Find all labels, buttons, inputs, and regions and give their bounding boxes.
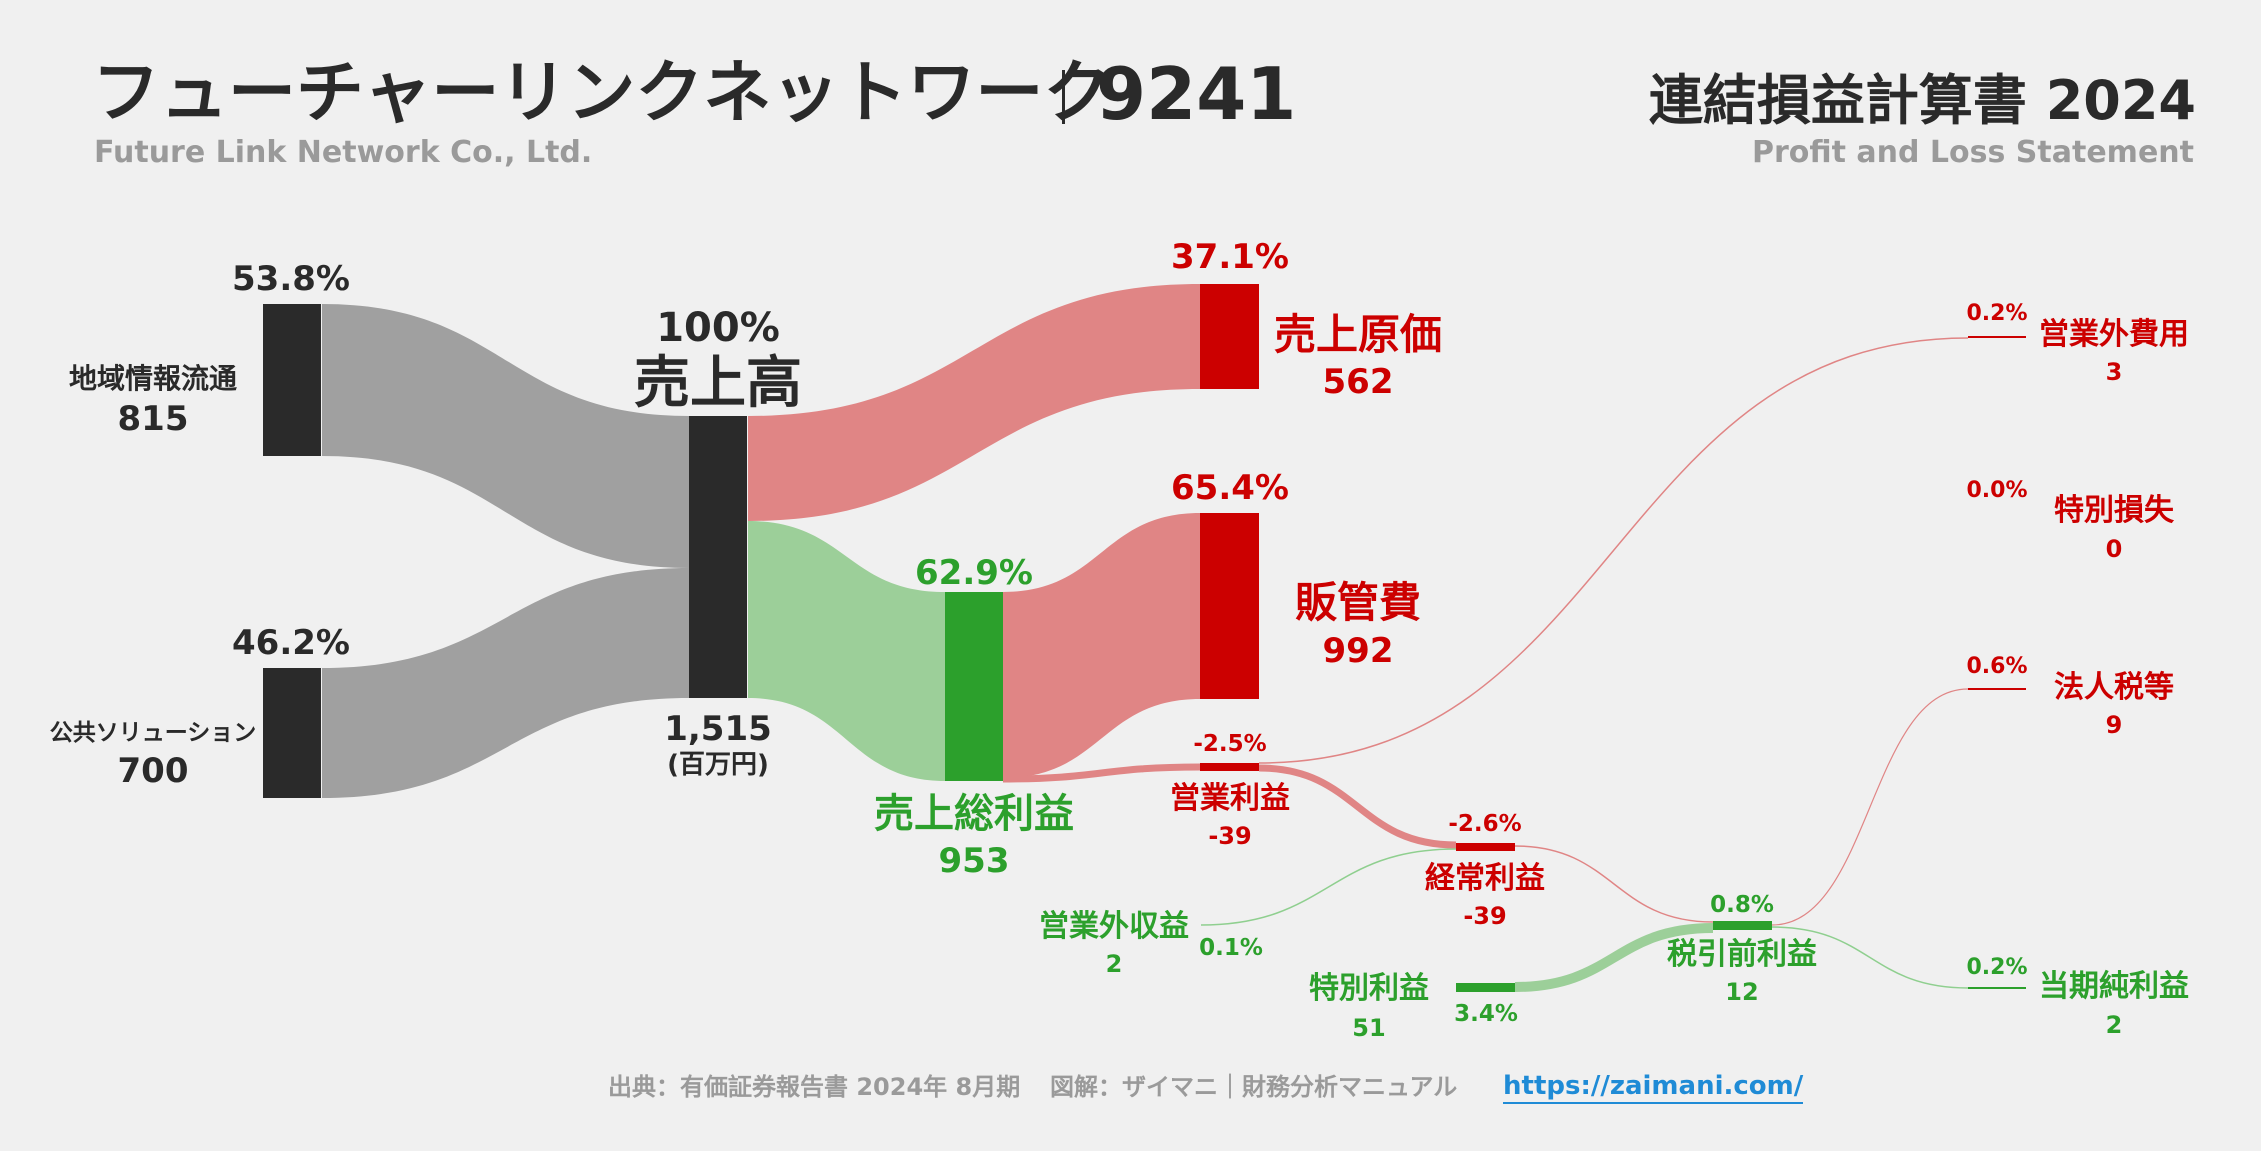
seg1-value: 815 [117,399,189,439]
flow-special-gain-to-pretax [1514,923,1714,992]
seg1-pct: 53.8% [232,259,350,299]
nonop-exp-pct: 0.2% [1966,301,2028,326]
source-note: 出典：有価証券報告書 2024年 8月期 [608,1073,1021,1101]
special-gain-value: 51 [1352,1014,1386,1042]
operating-node [1200,763,1259,771]
nonop-exp-value: 3 [2105,358,2123,386]
cogs-node [1200,284,1259,389]
ordinary-value: -39 [1463,902,1507,930]
gross-node [945,592,1003,781]
flow-seg1-to-revenue [322,304,689,568]
special-gain-node [1456,983,1515,992]
flow-revenue-to-gross [748,521,945,781]
nonop-exp-node [1968,336,2026,338]
pretax-pct: 0.8% [1710,892,1774,918]
tax-name: 法人税等 [2054,670,2174,705]
seg2-value: 700 [117,751,189,791]
gross-name: 売上総利益 [874,791,1074,837]
flow-operating-to-ordinary [1258,764,1457,849]
cogs-name: 売上原価 [1273,310,1443,359]
special-gain-pct: 3.4% [1454,1001,1518,1027]
credit-note: 図解：ザイマニ｜財務分析マニュアル [1050,1073,1458,1101]
sga-name: 販管費 [1294,578,1422,627]
gross-value: 953 [938,841,1010,881]
special-loss-value: 0 [2105,535,2123,563]
tax-node [1968,688,2026,690]
site-link[interactable]: https://zaimani.com/ [1503,1073,1804,1104]
seg2-pct: 46.2% [232,623,350,663]
sga-node [1200,513,1259,699]
cogs-value: 562 [1322,362,1394,402]
nonop-inc-value: 2 [1105,950,1123,978]
flow-revenue-to-cogs [748,284,1200,521]
nonop-inc-name: 営業外収益 [1039,909,1189,944]
flow-operating-to-nonop-exp [1258,337,1969,764]
stock-code: 9241 [1096,52,1297,136]
pretax-name: 税引前利益 [1667,937,1817,972]
seg2-node [263,668,321,798]
flow-gross-to-operating [1002,763,1201,783]
pretax-value: 12 [1725,978,1759,1006]
tax-value: 9 [2105,711,2123,739]
flow-nonop-inc-to-ordinary [1200,848,1457,926]
revenue-node [689,416,747,698]
net-pct: 0.2% [1966,955,2028,980]
statement-title-en: Profit and Loss Statement [1751,135,2194,170]
nonop-exp-name: 営業外費用 [2039,317,2189,352]
sga-pct: 65.4% [1171,468,1289,508]
flow-gross-to-sga [1003,513,1200,778]
revenue-name: 売上高 [634,351,802,416]
net-name: 当期純利益 [2039,969,2189,1004]
revenue-value: 1,515 [664,709,772,749]
special-loss-pct: 0.0% [1966,478,2028,503]
gross-pct: 62.9% [915,553,1033,593]
title-separator [1062,70,1065,124]
seg1-node [263,304,321,456]
company-name: フューチャーリンクネットワーク [92,54,1112,133]
flow-seg2-to-revenue [322,568,689,798]
cogs-pct: 37.1% [1171,237,1289,277]
seg1-name: 地域情報流通 [68,362,238,395]
revenue-pct: 100% [656,305,780,351]
pretax-node [1713,921,1772,930]
nonop-inc-pct: 0.1% [1199,935,1263,961]
op-name: 営業利益 [1170,781,1290,816]
ordinary-pct: -2.6% [1448,811,1522,837]
op-pct: -2.5% [1193,731,1267,757]
unit-label: (百万円) [667,750,769,780]
net-node [1968,987,2026,989]
flow-pretax-to-net [1771,926,1969,989]
flow-pretax-to-tax [1771,688,1969,926]
company-name-en: Future Link Network Co., Ltd. [94,135,593,170]
tax-pct: 0.6% [1966,654,2028,679]
sga-value: 992 [1322,631,1394,671]
ordinary-name: 経常利益 [1425,861,1545,896]
seg2-name: 公共ソリューション [49,720,257,746]
special-loss-name: 特別損失 [2054,493,2174,528]
ordinary-node [1456,843,1515,851]
special-gain-name: 特別利益 [1309,971,1429,1006]
net-value: 2 [2105,1011,2123,1039]
op-value: -39 [1208,822,1252,850]
flow-ordinary-to-pretax [1514,845,1714,923]
statement-title: 連結損益計算書 2024 [1648,69,2196,132]
